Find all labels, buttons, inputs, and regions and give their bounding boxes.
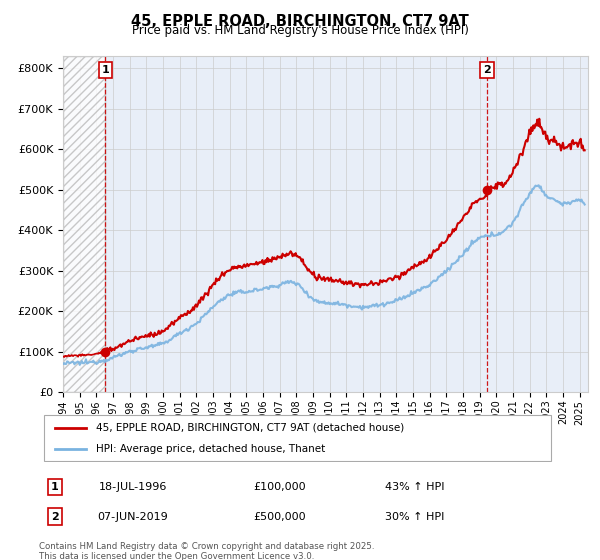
Bar — [63, 56, 106, 392]
Text: Contains HM Land Registry data © Crown copyright and database right 2025.
This d: Contains HM Land Registry data © Crown c… — [39, 542, 374, 560]
Text: 2: 2 — [51, 512, 59, 521]
Text: 45, EPPLE ROAD, BIRCHINGTON, CT7 9AT: 45, EPPLE ROAD, BIRCHINGTON, CT7 9AT — [131, 14, 469, 29]
Text: 07-JUN-2019: 07-JUN-2019 — [98, 512, 169, 521]
FancyBboxPatch shape — [44, 416, 551, 461]
Text: 1: 1 — [51, 482, 59, 492]
Text: HPI: Average price, detached house, Thanet: HPI: Average price, detached house, Than… — [97, 444, 326, 454]
Text: 1: 1 — [101, 65, 109, 75]
Text: £100,000: £100,000 — [253, 482, 305, 492]
Text: 2: 2 — [483, 65, 491, 75]
Text: 45, EPPLE ROAD, BIRCHINGTON, CT7 9AT (detached house): 45, EPPLE ROAD, BIRCHINGTON, CT7 9AT (de… — [97, 423, 404, 433]
Text: Price paid vs. HM Land Registry's House Price Index (HPI): Price paid vs. HM Land Registry's House … — [131, 24, 469, 37]
Text: 18-JUL-1996: 18-JUL-1996 — [99, 482, 167, 492]
Text: £500,000: £500,000 — [253, 512, 305, 521]
Text: 30% ↑ HPI: 30% ↑ HPI — [385, 512, 445, 521]
Text: 43% ↑ HPI: 43% ↑ HPI — [385, 482, 445, 492]
